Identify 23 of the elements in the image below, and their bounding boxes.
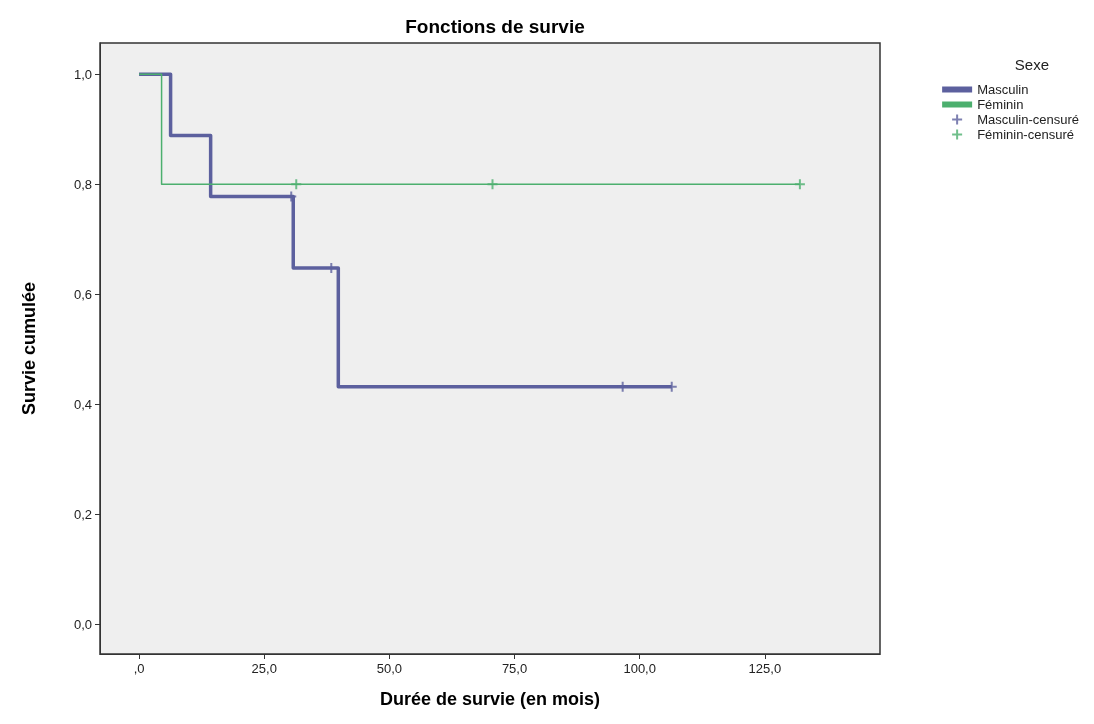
y-axis-title: Survie cumulée bbox=[19, 281, 39, 416]
y-tick-label: 0,6 bbox=[73, 286, 92, 302]
legend-label: Féminin-censuré bbox=[977, 127, 1074, 142]
x-axis-title: Durée de survie (en mois) bbox=[379, 689, 601, 709]
chart-title: Fonctions de survie bbox=[405, 16, 585, 37]
legend-title: Sexe bbox=[1014, 56, 1050, 73]
legend-label: Masculin bbox=[977, 82, 1029, 97]
x-tick-label: 25,0 bbox=[251, 661, 277, 676]
point bbox=[794, 179, 805, 190]
y-tick-label: 1,0 bbox=[73, 66, 92, 82]
y-tick-label: 0,0 bbox=[73, 616, 92, 632]
point bbox=[291, 179, 302, 190]
point bbox=[487, 179, 498, 190]
x-tick-label: 100,0 bbox=[623, 661, 656, 676]
legend-label: Masculin-censuré bbox=[977, 112, 1079, 127]
x-tick-label: 50,0 bbox=[376, 661, 403, 676]
x-tick-label: ,0 bbox=[133, 661, 145, 676]
y-tick-label: 0,2 bbox=[73, 506, 92, 522]
y-tick-label: 0,4 bbox=[73, 396, 92, 412]
x-tick-label: 75,0 bbox=[501, 661, 528, 676]
y-tick-label: 0,8 bbox=[73, 176, 92, 192]
x-tick-label: 125,0 bbox=[748, 661, 782, 676]
legend-label: Féminin bbox=[977, 97, 1024, 112]
